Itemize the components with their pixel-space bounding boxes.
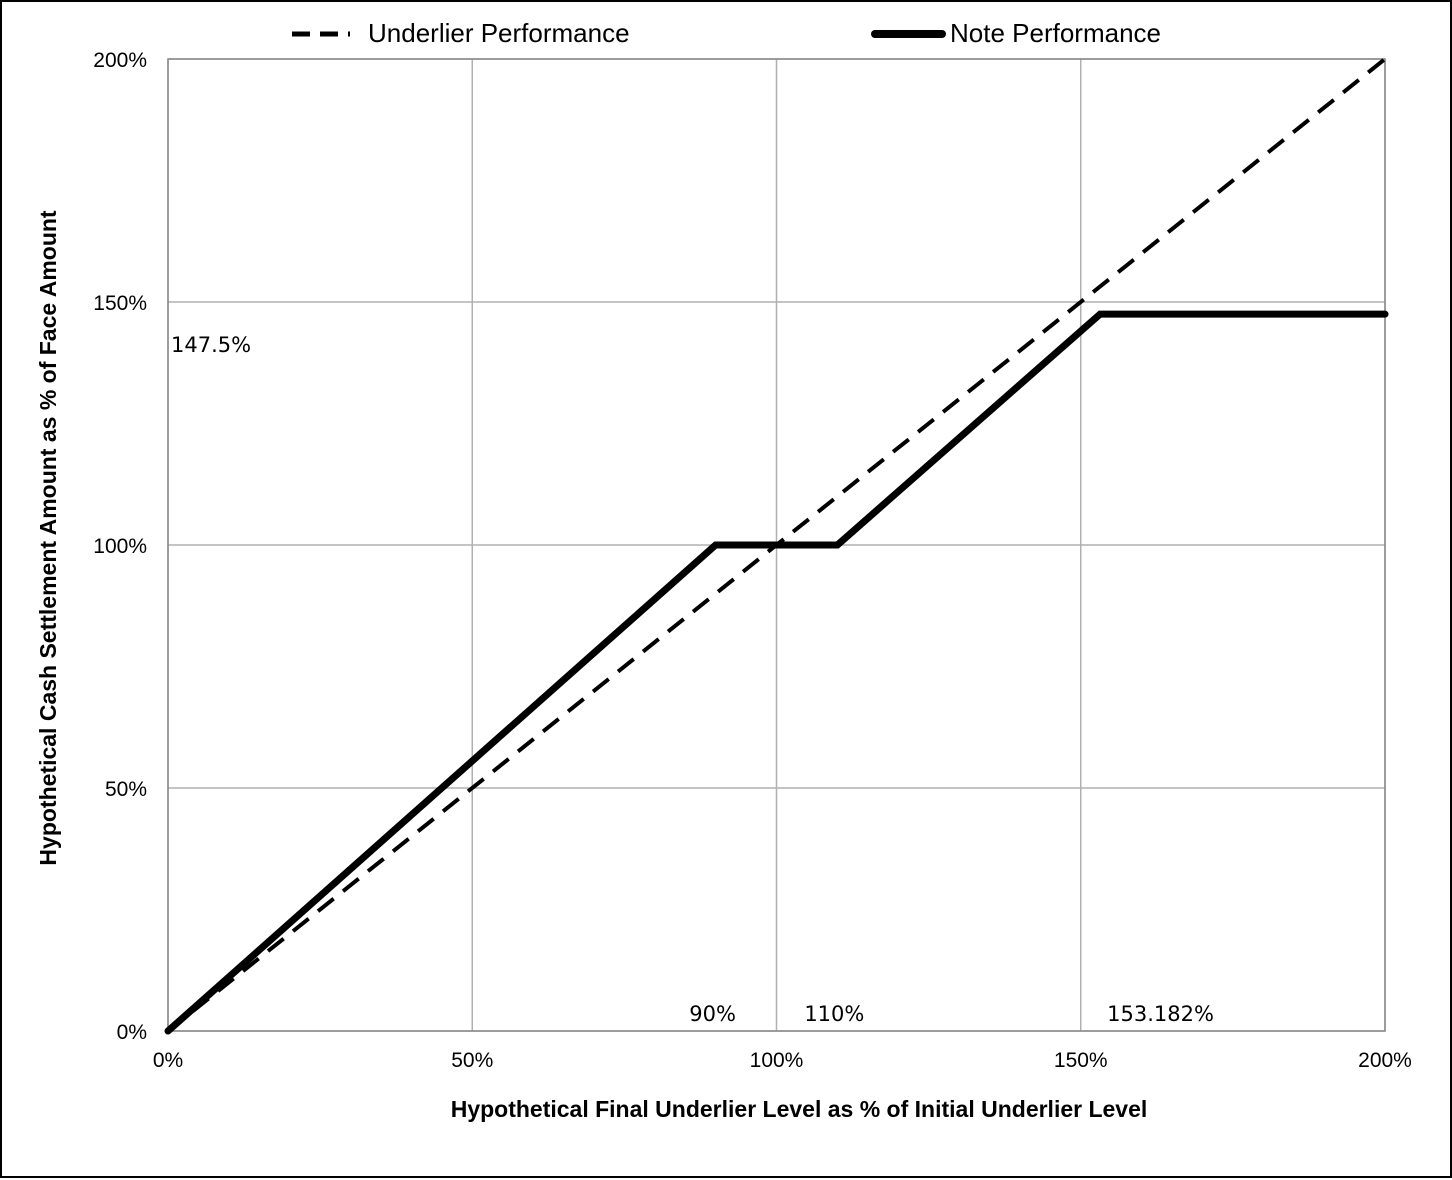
annotation-label: 153.182% bbox=[1107, 1002, 1214, 1026]
annotation-label: 110% bbox=[804, 1002, 864, 1026]
legend: Underlier Performance Note Performance bbox=[292, 18, 1161, 48]
annotations: 147.5% 90% 110% 153.182% bbox=[171, 333, 1214, 1026]
tick-labels: 0% 50% 100% 150% 200% 0% 50% 100% 150% 200% bbox=[93, 49, 1412, 1072]
annotation-label: 147.5% bbox=[171, 333, 251, 357]
x-tick-label: 200% bbox=[1358, 1049, 1412, 1072]
x-tick-label: 150% bbox=[1054, 1049, 1108, 1072]
y-axis-title: Hypothetical Cash Settlement Amount as %… bbox=[35, 210, 61, 866]
y-tick-label: 200% bbox=[93, 49, 147, 72]
legend-label-note: Note Performance bbox=[950, 18, 1161, 48]
note-performance-line bbox=[164, 310, 1389, 1035]
x-tick-label: 100% bbox=[750, 1049, 804, 1072]
x-axis-title: Hypothetical Final Underlier Level as % … bbox=[451, 1096, 1148, 1122]
y-tick-label: 100% bbox=[93, 535, 147, 558]
series-lines bbox=[164, 57, 1389, 1035]
y-tick-label: 50% bbox=[105, 778, 147, 801]
x-tick-label: 0% bbox=[153, 1049, 183, 1072]
y-tick-label: 150% bbox=[93, 292, 147, 315]
plot-area-border bbox=[167, 58, 1386, 1032]
x-tick-label: 50% bbox=[451, 1049, 493, 1072]
legend-label-underlier: Underlier Performance bbox=[368, 18, 630, 48]
y-tick-label: 0% bbox=[117, 1021, 147, 1044]
annotation-label: 90% bbox=[689, 1002, 736, 1026]
